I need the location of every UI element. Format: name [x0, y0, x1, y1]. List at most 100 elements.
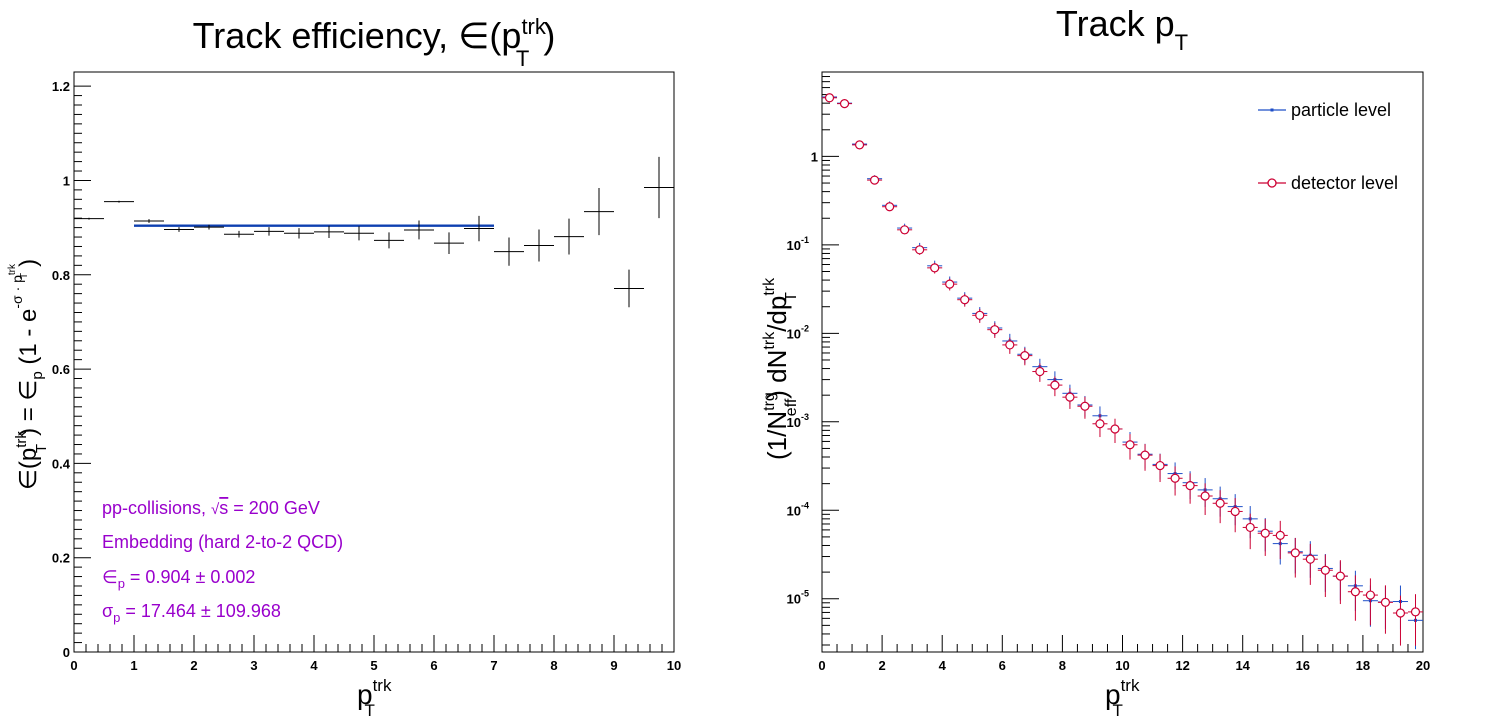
efficiency-x-axis-label: ptrk T	[357, 676, 392, 720]
efficiency-y-axis-label: ∈(ptrkT) = ∈p (1 - e-σ · ptrkT)	[7, 259, 50, 490]
efficiency-title-base: Track efficiency, ∈(p	[193, 15, 522, 56]
pt-axis-ticks: 0 2 4 6 8 10 12 14 16 18 20 1 10-1 10-2 10-3 10-4 10-5	[787, 71, 1430, 673]
efficiency-title: Track efficiency, ∈(ptrk T)	[193, 14, 556, 71]
point-marker	[885, 202, 895, 212]
detector-level-point	[882, 202, 898, 212]
point-marker	[1170, 473, 1180, 483]
efficiency-data-point	[134, 219, 164, 223]
detector-level-point	[1272, 520, 1288, 560]
x-tick-label: 14	[1235, 658, 1250, 673]
y-tick-label: 1	[63, 173, 70, 188]
point-marker	[930, 263, 940, 273]
point-marker	[1200, 491, 1210, 501]
detector-level-point	[1377, 585, 1393, 634]
detector-level-point	[1362, 578, 1378, 626]
efficiency-data-point	[224, 230, 254, 238]
point-marker	[839, 99, 850, 109]
detector-level-point	[1212, 490, 1228, 524]
efficiency-ylabel-p4: )	[15, 259, 42, 267]
efficiency-ylabel-sub1: T	[33, 444, 50, 453]
x-tick-label: 18	[1356, 658, 1370, 673]
efficiency-xlabel-sup: trk	[373, 676, 392, 695]
efficiency-ylabel-expsup-sub: T	[19, 273, 30, 279]
efficiency-data-point	[284, 228, 314, 239]
x-tick-label: 3	[250, 658, 257, 673]
pt-ylabel-p3: /dp	[762, 296, 792, 332]
efficiency-data-point	[314, 225, 344, 238]
point-marker	[1230, 506, 1240, 517]
point-marker	[1350, 587, 1360, 597]
y-tick-label: 10-5	[787, 589, 809, 607]
annotation-sigma-sub: p	[113, 610, 120, 625]
y-tick-label: 10-2	[787, 323, 809, 341]
detector-level-point	[1137, 444, 1153, 471]
detector-level-point	[1182, 473, 1198, 504]
pt-title-base: Track p	[1056, 3, 1175, 44]
efficiency-data-point	[524, 229, 554, 262]
annotation-embedding: Embedding (hard 2-to-2 QCD)	[102, 532, 343, 552]
detector-level-point	[1017, 347, 1033, 366]
point-marker	[1215, 498, 1225, 508]
efficiency-data-point	[434, 232, 464, 255]
point-marker	[1320, 565, 1330, 575]
point-marker	[1245, 522, 1255, 533]
point-marker	[854, 140, 865, 150]
pt-title-sub: T	[1175, 30, 1188, 55]
point-marker	[1140, 450, 1150, 460]
y-tick-label: 0.6	[52, 362, 70, 377]
efficiency-ylabel-p3: (1 - e	[15, 309, 42, 372]
detector-level-point	[1317, 554, 1333, 598]
detector-level-point	[867, 175, 883, 185]
detector-level-point	[927, 262, 943, 274]
y-tick-label: 0	[63, 645, 70, 660]
y-tick-label: 10-1	[787, 235, 809, 253]
efficiency-data-point	[194, 224, 224, 230]
legend-entry-detector: detector level	[1258, 173, 1398, 193]
point-marker	[1065, 392, 1075, 402]
efficiency-title-tail: )	[543, 15, 555, 56]
point-marker	[1380, 597, 1391, 607]
pt-xlabel-sub: T	[1112, 701, 1122, 720]
efficiency-ylabel-sub2: p	[29, 371, 46, 379]
point-marker	[1365, 590, 1376, 600]
pt-spectrum-plot-frame	[821, 71, 1424, 653]
efficiency-xlabel-base: p	[357, 679, 373, 710]
point-marker	[1155, 460, 1165, 471]
detector-level-point	[1077, 396, 1093, 419]
y-tick-label: 0.8	[52, 268, 70, 283]
pt-x-axis-label: ptrk T	[1105, 676, 1140, 720]
pt-ylabel-sub1: eff	[783, 398, 800, 416]
x-tick-label: 2	[190, 658, 197, 673]
pt-legend: particle level detector level	[1258, 100, 1398, 193]
point-marker	[915, 245, 925, 255]
annotation-s: s	[219, 498, 228, 518]
x-tick-label: 4	[310, 658, 318, 673]
y-tick-label: 10-3	[787, 412, 809, 430]
detector-level-point	[897, 225, 913, 235]
efficiency-ylabel-p2: ) = ∈	[15, 380, 42, 436]
pt-xlabel-sup: trk	[1121, 676, 1140, 695]
detector-level-point	[987, 322, 1003, 338]
point-marker	[990, 325, 1000, 335]
detector-level-point	[1287, 537, 1303, 578]
point-marker	[1275, 530, 1285, 540]
x-tick-label: 4	[939, 658, 947, 673]
annotation-sigma-value: = 17.464 ± 109.968	[120, 601, 281, 621]
point-marker	[900, 225, 910, 235]
detector-level-point	[852, 140, 868, 150]
detector-level-point	[837, 99, 853, 109]
efficiency-title-sub: T	[516, 46, 529, 71]
detector-level-point	[1257, 519, 1273, 556]
legend-particle-marker	[1270, 108, 1274, 112]
point-marker	[1035, 366, 1045, 377]
x-tick-label: 8	[550, 658, 557, 673]
detector-level-point	[1062, 388, 1078, 409]
point-marker	[1290, 548, 1300, 558]
x-tick-label: 2	[878, 658, 885, 673]
efficiency-axis-ticks: 0 1 2 3 4 5 6 7 8 9 10 0 0.2 0.4 0.6 0.8 1 1.2	[52, 79, 681, 673]
point-marker	[1260, 528, 1270, 538]
efficiency-data-point	[254, 227, 284, 236]
efficiency-data-point	[584, 188, 614, 236]
point-marker	[1305, 554, 1315, 564]
detector-level-point	[1392, 595, 1408, 646]
